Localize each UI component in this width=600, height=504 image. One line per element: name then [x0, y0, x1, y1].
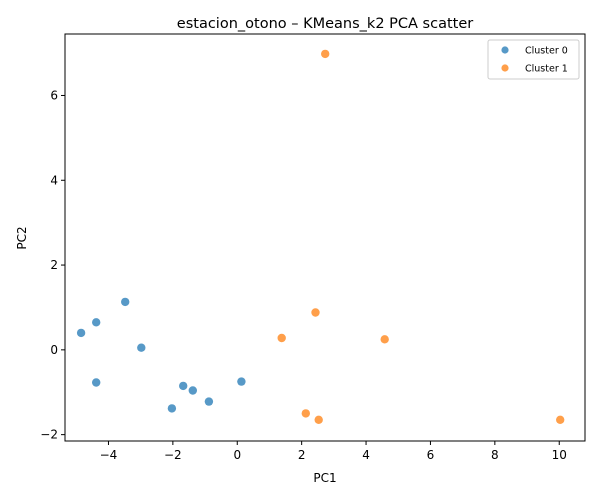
cluster-0-point-6 — [188, 386, 197, 395]
y-tick-label: 2 — [50, 258, 58, 272]
points-layer — [76, 49, 565, 424]
legend-label-cluster-1: Cluster 1 — [525, 64, 568, 75]
cluster-0-point-2 — [121, 297, 130, 307]
x-tick-label: −4 — [100, 448, 118, 462]
legend-marker-cluster-0 — [501, 46, 509, 54]
cluster-0-point-7 — [204, 397, 214, 406]
x-tick-label: 10 — [552, 448, 567, 462]
plot-frame — [64, 33, 586, 442]
cluster-1-point-2 — [277, 333, 286, 343]
x-tick-label: 6 — [427, 448, 435, 462]
legend-frame — [487, 39, 580, 80]
cluster-1-point-5 — [314, 415, 323, 424]
legend: Cluster 0 Cluster 1 — [487, 39, 580, 80]
cluster-0-point-4 — [92, 378, 101, 387]
x-axis: −4 −2 0 2 4 6 8 10 — [100, 441, 567, 462]
y-axis: −2 0 2 4 6 — [40, 88, 65, 442]
y-tick-label: −2 — [40, 428, 58, 442]
x-axis-label: PC1 — [313, 471, 336, 485]
x-tick-label: 2 — [298, 448, 306, 462]
y-tick-label: 4 — [50, 173, 58, 187]
cluster-1-point-1 — [311, 308, 320, 317]
cluster-0-point-9 — [237, 377, 246, 386]
x-tick-label: 4 — [362, 448, 370, 462]
cluster-1-point-4 — [301, 409, 310, 418]
cluster-0-point-0 — [76, 328, 86, 338]
cluster-0-point-1 — [92, 318, 101, 327]
legend-marker-cluster-1 — [501, 64, 509, 72]
chart-title: estacion_otono – KMeans_k2 PCA scatter — [177, 16, 473, 32]
cluster-0-point-3 — [137, 343, 146, 352]
y-axis-label: PC2 — [15, 226, 29, 249]
y-tick-label: 6 — [50, 88, 58, 102]
cluster-0-point-5 — [179, 381, 188, 391]
y-tick-label: 0 — [50, 343, 58, 357]
cluster-1-point-6 — [556, 415, 565, 424]
cluster-1-point-3 — [380, 335, 389, 344]
x-tick-label: 0 — [233, 448, 241, 462]
x-tick-label: −2 — [164, 448, 182, 462]
cluster-0-point-8 — [167, 404, 177, 413]
legend-label-cluster-0: Cluster 0 — [525, 46, 568, 57]
cluster-1-point-0 — [321, 49, 330, 59]
x-tick-label: 8 — [491, 448, 499, 462]
